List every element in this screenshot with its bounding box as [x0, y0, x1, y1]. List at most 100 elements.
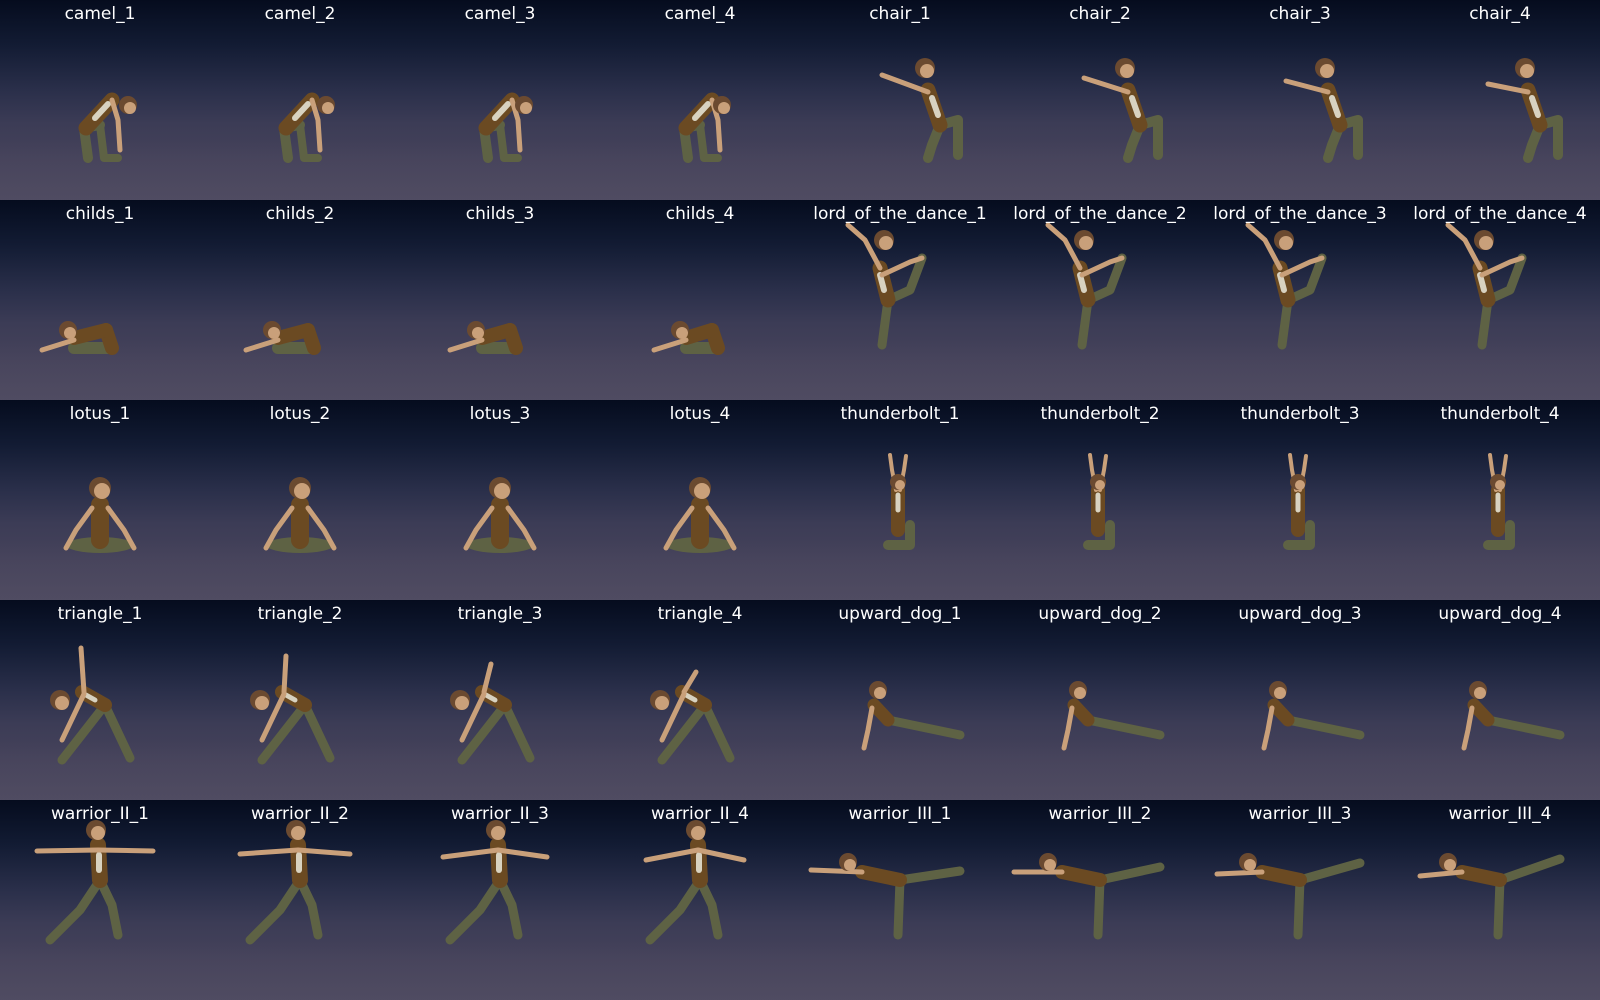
floor-shading [1000, 140, 1200, 200]
pose-cell-thunderbolt-4: thunderbolt_4 [1400, 400, 1600, 600]
floor-shading [1200, 140, 1400, 200]
pose-cell-warrior-ii-3: warrior_II_3 [400, 800, 600, 1000]
pose-figure [78, 92, 137, 163]
pose-cell-childs-1: childs_1 [0, 200, 200, 400]
pose-label: lord_of_the_dance_4 [1413, 204, 1587, 224]
pose-cell-thunderbolt-1: thunderbolt_1 [800, 400, 1000, 600]
floor-shading [400, 940, 600, 1000]
pose-cell-warrior-iii-3: warrior_III_3 [1200, 800, 1400, 1000]
pose-label: thunderbolt_3 [1240, 404, 1360, 424]
pose-cell-warrior-ii-2: warrior_II_2 [200, 800, 400, 1000]
pose-label: camel_1 [64, 4, 136, 24]
pose-figure [861, 681, 965, 751]
pose-label: chair_3 [1269, 4, 1331, 24]
pose-label: lotus_4 [669, 404, 731, 424]
pose-figure [1485, 58, 1563, 163]
pose-label: warrior_II_3 [451, 804, 549, 824]
pose-cell-upward-dog-1: upward_dog_1 [800, 600, 1000, 800]
pose-cell-warrior-iii-2: warrior_III_2 [1000, 800, 1200, 1000]
floor-shading [1000, 340, 1200, 400]
pose-label: upward_dog_4 [1438, 604, 1562, 624]
pose-figure [440, 820, 550, 945]
pose-label: chair_1 [869, 4, 931, 24]
pose-figure [243, 321, 321, 355]
pose-label: thunderbolt_4 [1440, 404, 1560, 424]
pose-label: thunderbolt_1 [840, 404, 960, 424]
pose-cell-lord-of-the-dance-3: lord_of_the_dance_3 [1200, 200, 1400, 400]
pose-label: lotus_2 [269, 404, 331, 424]
pose-label: warrior_II_1 [51, 804, 149, 824]
pose-label: upward_dog_2 [1038, 604, 1162, 624]
pose-cell-lotus-1: lotus_1 [0, 400, 200, 600]
pose-cell-childs-2: childs_2 [200, 200, 400, 400]
pose-cell-lord-of-the-dance-2: lord_of_the_dance_2 [1000, 200, 1200, 400]
floor-shading [600, 740, 800, 800]
pose-figure [1245, 222, 1327, 350]
pose-cell-lotus-4: lotus_4 [600, 400, 800, 600]
pose-figure [1083, 453, 1115, 550]
pose-label: chair_4 [1469, 4, 1531, 24]
pose-cell-warrior-iii-4: warrior_III_4 [1400, 800, 1600, 1000]
pose-label: warrior_III_3 [1248, 804, 1352, 824]
floor-shading [1400, 340, 1600, 400]
pose-figure [237, 820, 353, 945]
pose-label: chair_2 [1069, 4, 1131, 24]
pose-figure [1283, 453, 1315, 550]
pose-figure [1261, 681, 1365, 751]
pose-figure [1417, 853, 1565, 940]
pose-label: warrior_III_1 [848, 804, 952, 824]
pose-figure [1445, 222, 1527, 350]
pose-figure [1461, 681, 1565, 751]
pose-figure [447, 321, 523, 355]
pose-label: camel_3 [464, 4, 536, 24]
floor-shading [1400, 740, 1600, 800]
pose-cell-lotus-2: lotus_2 [200, 400, 400, 600]
floor-shading [800, 140, 1000, 200]
pose-label: lord_of_the_dance_3 [1213, 204, 1387, 224]
pose-cell-chair-1: chair_1 [800, 0, 1000, 200]
pose-cell-lotus-3: lotus_3 [400, 400, 600, 600]
floor-shading [1200, 740, 1400, 800]
pose-label: warrior_III_4 [1448, 804, 1552, 824]
pose-label: childs_1 [65, 204, 135, 224]
pose-label: triangle_4 [657, 604, 743, 624]
pose-figure [663, 477, 737, 553]
pose-figure [879, 58, 963, 163]
pose-label: upward_dog_3 [1238, 604, 1362, 624]
floor-shading [600, 940, 800, 1000]
pose-cell-childs-3: childs_3 [400, 200, 600, 400]
pose-figure [643, 820, 747, 945]
pose-figure [39, 321, 119, 355]
floor-shading [1000, 740, 1200, 800]
pose-label: lord_of_the_dance_1 [813, 204, 987, 224]
pose-cell-lord-of-the-dance-1: lord_of_the_dance_1 [800, 200, 1000, 400]
pose-cell-triangle-1: triangle_1 [0, 600, 200, 800]
floor-shading [800, 940, 1000, 1000]
pose-label: lotus_3 [469, 404, 531, 424]
pose-figure [50, 645, 135, 765]
pose-label: thunderbolt_2 [1040, 404, 1160, 424]
floor-shading [1000, 940, 1200, 1000]
pose-cell-chair-2: chair_2 [1000, 0, 1200, 200]
pose-figure [250, 653, 335, 765]
pose-figure [1081, 58, 1163, 163]
floor-shading [200, 740, 400, 800]
pose-cell-upward-dog-3: upward_dog_3 [1200, 600, 1400, 800]
pose-figure [883, 453, 915, 550]
pose-cell-camel-2: camel_2 [200, 0, 400, 200]
pose-cell-camel-4: camel_4 [600, 0, 800, 200]
floor-shading [0, 740, 200, 800]
pose-cell-upward-dog-4: upward_dog_4 [1400, 600, 1600, 800]
pose-figure [34, 820, 156, 945]
floor-shading [1400, 940, 1600, 1000]
pose-label: upward_dog_1 [838, 604, 962, 624]
pose-cell-triangle-3: triangle_3 [400, 600, 600, 800]
pose-cell-camel-3: camel_3 [400, 0, 600, 200]
pose-figure [1283, 58, 1363, 163]
pose-figure [463, 477, 537, 553]
pose-label: childs_2 [265, 204, 335, 224]
pose-figure [1011, 853, 1165, 940]
pose-label: lotus_1 [69, 404, 131, 424]
pose-cell-warrior-ii-1: warrior_II_1 [0, 800, 200, 1000]
